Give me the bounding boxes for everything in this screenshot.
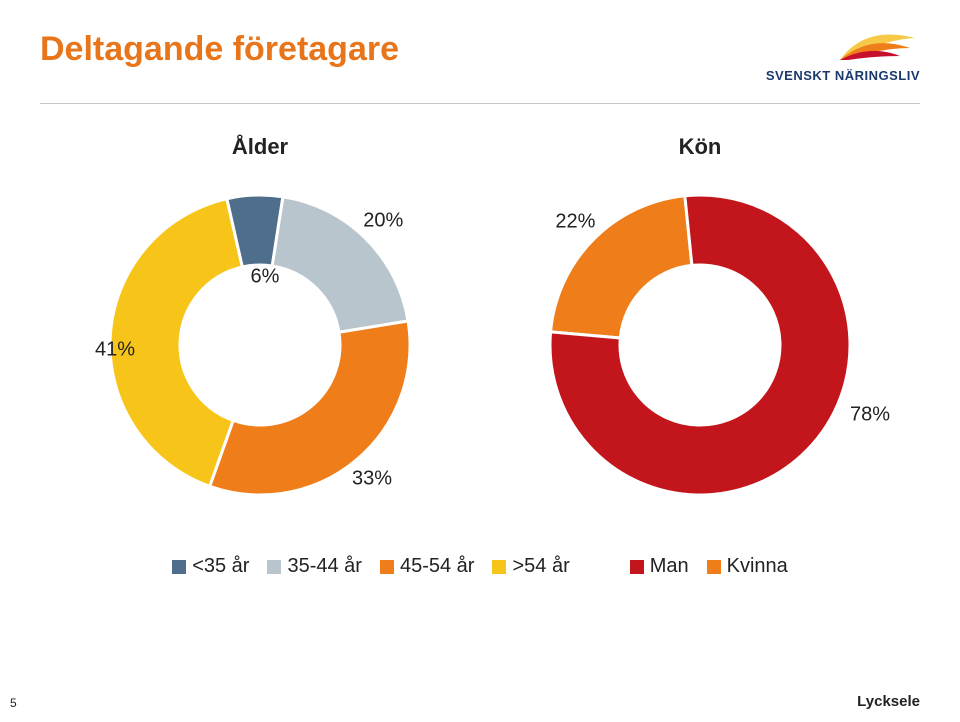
legend-swatch xyxy=(267,560,281,574)
slice-label: 22% xyxy=(555,211,595,234)
slice-label: 6% xyxy=(251,266,280,289)
legend-item: <35 år xyxy=(172,555,249,578)
slice-label: 20% xyxy=(363,209,403,232)
legend-item: 45-54 år xyxy=(380,555,475,578)
slice-label: 33% xyxy=(352,468,392,491)
legend-swatch xyxy=(172,560,186,574)
age-chart-title: Ålder xyxy=(232,134,288,160)
gender-donut-chart: 22%78% xyxy=(530,175,870,515)
legend-item: >54 år xyxy=(492,555,569,578)
legend-gender: Man Kvinna xyxy=(630,555,788,578)
legend-swatch xyxy=(630,560,644,574)
legend-swatch xyxy=(707,560,721,574)
legend-label: <35 år xyxy=(192,555,249,578)
slice-label: 41% xyxy=(95,339,135,362)
legend-item: Kvinna xyxy=(707,555,788,578)
age-donut-chart: 6% 20% 33% 41% xyxy=(90,175,430,515)
legend-item: 35-44 år xyxy=(267,555,362,578)
legend-label: 35-44 år xyxy=(287,555,362,578)
header-divider xyxy=(40,103,920,104)
legend-age: <35 år 35-44 år 45-54 år >54 år xyxy=(172,555,570,578)
page-title: Deltagande företagare xyxy=(40,30,399,69)
page-number: 5 xyxy=(10,696,17,710)
legend-label: >54 år xyxy=(512,555,569,578)
footer-right: Lycksele xyxy=(857,693,920,710)
legend-label: 45-54 år xyxy=(400,555,475,578)
legend-label: Man xyxy=(650,555,689,578)
wing-icon xyxy=(830,30,920,66)
slice-label: 78% xyxy=(850,404,890,427)
legend-swatch xyxy=(492,560,506,574)
legend-swatch xyxy=(380,560,394,574)
legend: <35 år 35-44 år 45-54 år >54 år Man Kvinna xyxy=(40,555,920,578)
legend-item: Man xyxy=(630,555,689,578)
brand-logo: SVENSKT NÄRINGSLIV xyxy=(766,30,920,83)
brand-text: SVENSKT NÄRINGSLIV xyxy=(766,68,920,83)
legend-label: Kvinna xyxy=(727,555,788,578)
gender-chart-title: Kön xyxy=(679,134,722,160)
